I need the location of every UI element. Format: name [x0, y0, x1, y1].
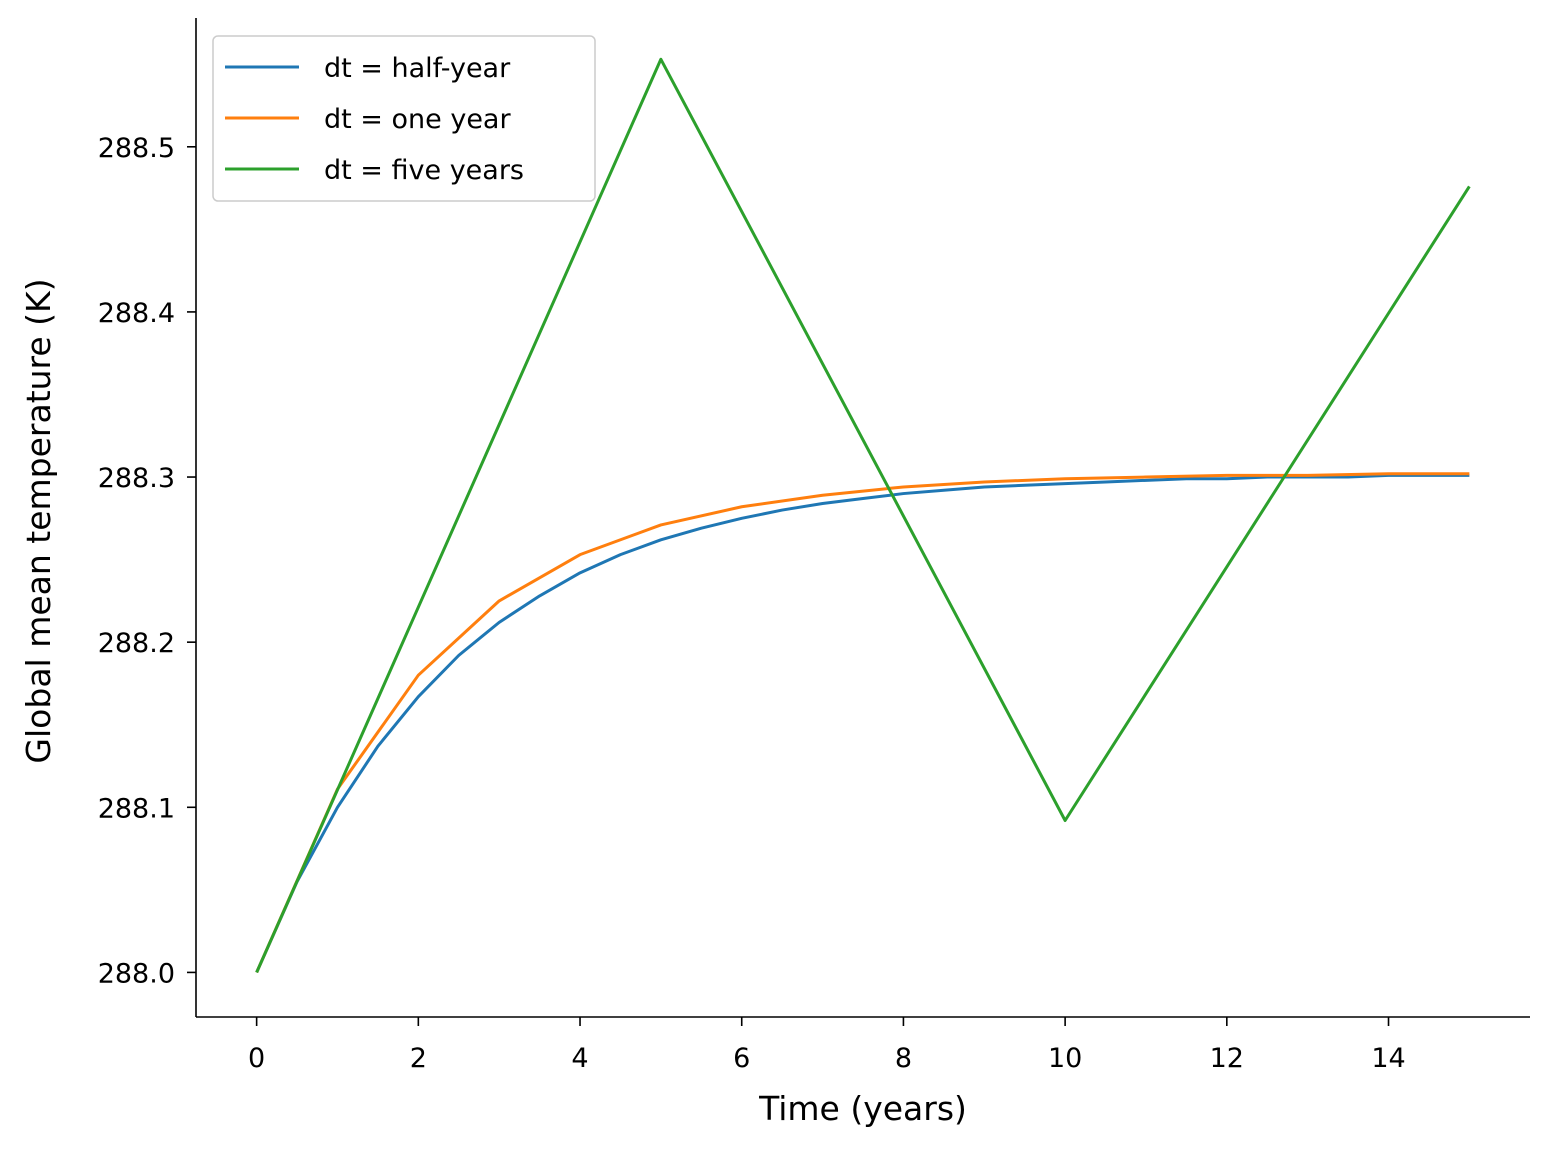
series-line-dt-one-year: [255, 472, 1470, 974]
x-tick-label: 0: [248, 1043, 265, 1074]
y-tick-label: 288.5: [98, 133, 175, 164]
legend-label: dt = one year: [324, 104, 511, 135]
legend-entries: dt = half-year dt = one year dt = five yea…: [225, 53, 524, 186]
series-line-dt-five-years: [255, 57, 1471, 974]
y-tick-label: 288.1: [98, 793, 175, 824]
y-tick-label: 288.0: [98, 958, 175, 989]
y-ticks: 288.0 288.1 288.2 288.3 288.4 288.5: [98, 133, 196, 989]
plot-series: [255, 57, 1471, 974]
x-tick-label: 10: [1048, 1043, 1082, 1074]
legend-frame: [212, 35, 596, 202]
series-line-dt-half-year: [255, 473, 1470, 974]
x-axis-label: Time (years): [758, 1089, 967, 1128]
legend-label: dt = half-year: [324, 53, 511, 84]
x-ticks: 0 2 4 6 8 10 12 14: [248, 1017, 1406, 1074]
legend: dt = half-year dt = one year dt = five yea…: [212, 35, 596, 202]
y-tick-label: 288.3: [98, 463, 175, 494]
x-tick-label: 6: [733, 1043, 750, 1074]
x-tick-label: 12: [1210, 1043, 1244, 1074]
y-axis-label: Global mean temperature (K): [19, 278, 58, 763]
y-tick-label: 288.4: [98, 298, 175, 329]
x-tick-label: 8: [895, 1043, 912, 1074]
x-tick-label: 4: [571, 1043, 588, 1074]
y-tick-label: 288.2: [98, 628, 175, 659]
x-tick-label: 14: [1371, 1043, 1405, 1074]
x-tick-label: 2: [410, 1043, 427, 1074]
legend-label: dt = five years: [324, 155, 524, 186]
